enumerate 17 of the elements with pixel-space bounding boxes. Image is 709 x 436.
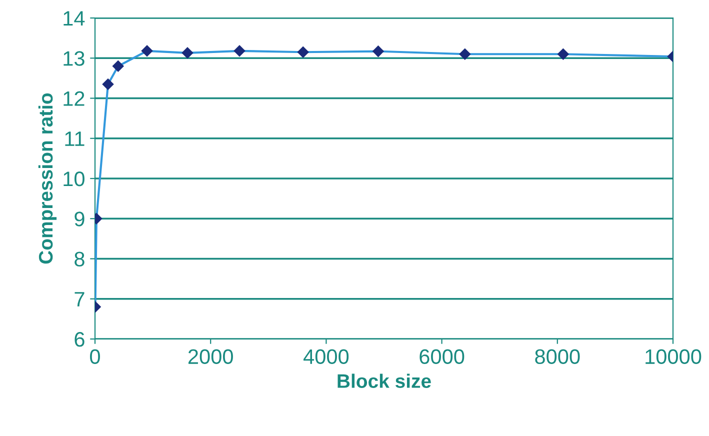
y-tick-label: 11 [65,132,84,146]
y-tick-label: 8 [74,252,84,267]
y-tick-label: 13 [64,51,84,66]
x-tick-label: 8000 [535,349,580,364]
x-tick-label: 2000 [188,349,233,364]
x-axis-title: Block size [338,374,431,388]
y-tick-label: 10 [64,172,84,186]
y-axis-title: Compression ratio [38,93,57,264]
y-tick-label: 9 [74,212,84,226]
y-tick-label: 7 [74,292,84,306]
x-tick-label: 10000 [646,349,702,364]
y-tick-label: 6 [74,332,84,347]
y-tick-label: 14 [64,11,85,26]
x-tick-label: 4000 [304,349,349,364]
y-tick-label: 12 [64,91,84,106]
x-tick-label: 6000 [420,349,464,364]
x-tick-label: 0 [90,349,100,364]
